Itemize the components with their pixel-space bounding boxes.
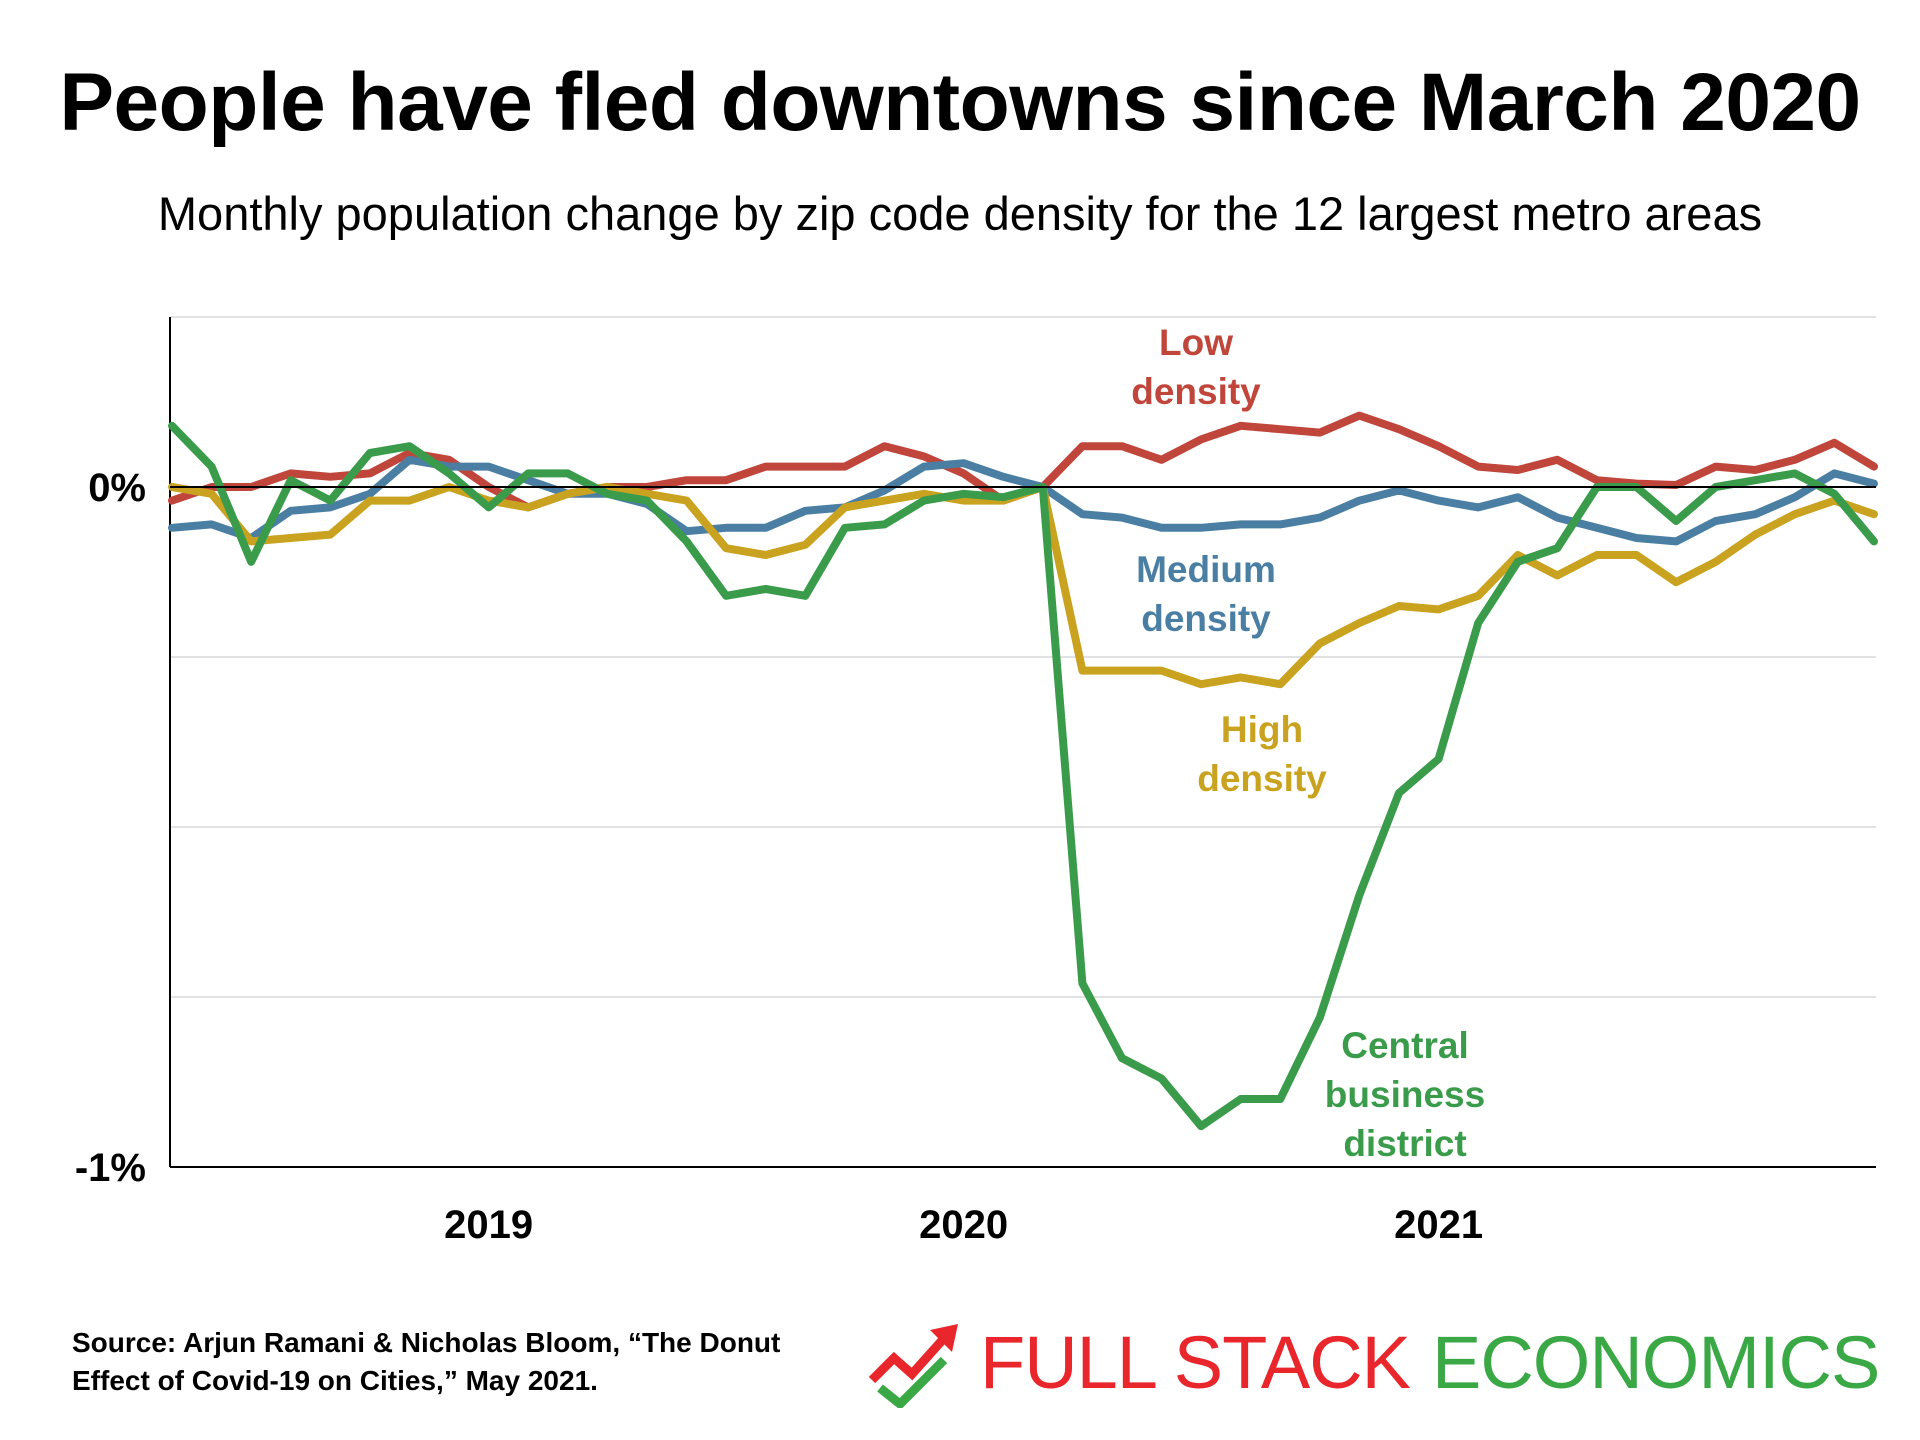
series-line [168, 455, 1878, 546]
x-tick-labels: 2019 2020 2021 [444, 1203, 1483, 1247]
series-labels: Low density Medium density High density Centra… [1131, 322, 1485, 1164]
brand-name-economics: ECONOMICS [1432, 1321, 1880, 1404]
y-tick-labels: 0% -1% [75, 466, 146, 1190]
rising-arrow-checkmark-icon [868, 1324, 958, 1408]
source-note: Source: Arjun Ramani & Nicholas Bloom, “… [72, 1327, 781, 1396]
series-lines [168, 411, 1878, 1131]
series-label: Low density [1131, 322, 1261, 412]
series-label: High density [1197, 709, 1327, 799]
series-line [168, 421, 1878, 1131]
x-tick-label: 2021 [1394, 1203, 1483, 1247]
series-label: Central business district [1325, 1025, 1485, 1164]
y-tick-label: -1% [75, 1146, 146, 1190]
y-tick-label: 0% [88, 466, 146, 510]
gridlines [170, 316, 1876, 998]
axes [169, 317, 1876, 1168]
brand-logo: FULL STACK ECONOMICS [866, 1318, 1880, 1408]
x-tick-label: 2019 [444, 1203, 533, 1247]
series-label: Medium density [1136, 549, 1276, 639]
series-line [168, 483, 1878, 689]
chart-title: People have fled downtowns since March 2… [59, 57, 1861, 148]
brand-name-full-stack: FULL STACK [980, 1321, 1411, 1404]
chart-subtitle: Monthly population change by zip code de… [157, 187, 1763, 240]
x-tick-label: 2020 [919, 1203, 1008, 1247]
